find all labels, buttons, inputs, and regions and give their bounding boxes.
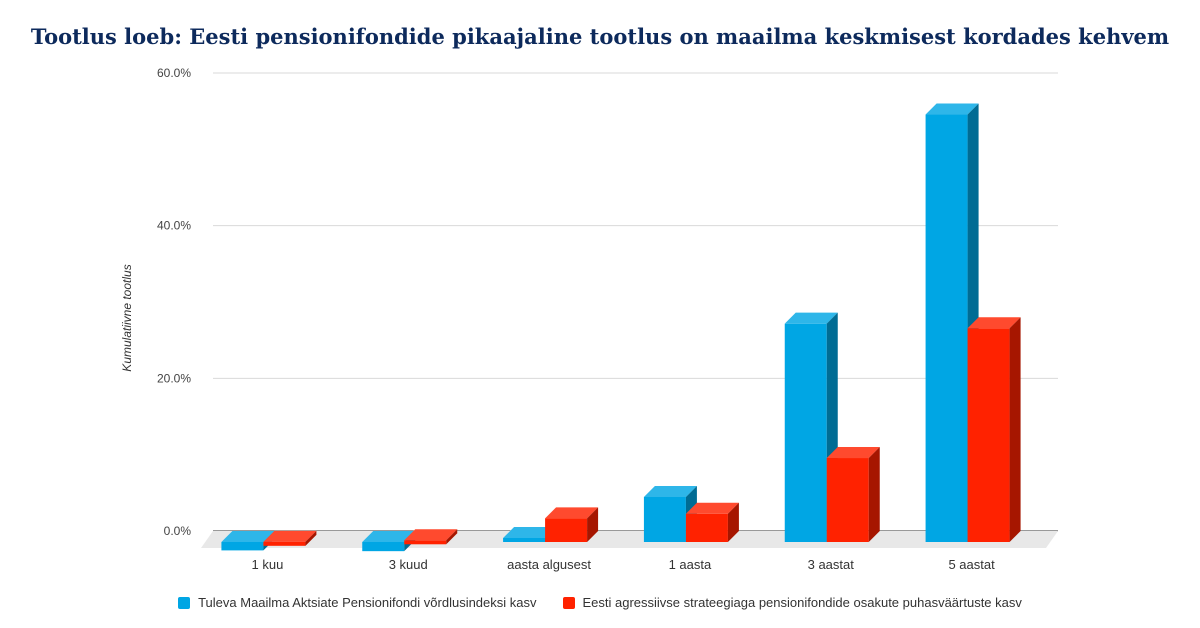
bar-front bbox=[545, 518, 588, 542]
bar-front bbox=[643, 496, 686, 542]
legend-label: Tuleva Maailma Aktsiate Pensionifondi võ… bbox=[198, 595, 537, 610]
category-labels: 1 kuu 3 kuud aasta algusest 1 aasta 3 aastat… bbox=[252, 557, 996, 572]
y-tick-label: 0.0% bbox=[164, 524, 192, 538]
bar-top bbox=[784, 312, 838, 324]
legend-item-series-1: Tuleva Maailma Aktsiate Pensionifondi võ… bbox=[178, 595, 537, 610]
bar-top bbox=[362, 531, 416, 542]
bar-top bbox=[404, 529, 458, 541]
bar-red-3 bbox=[685, 502, 739, 542]
x-tick-label: 5 aastat bbox=[948, 557, 995, 572]
y-axis-label: Kumulatiivne tootlus bbox=[120, 264, 134, 371]
bar-red-5 bbox=[967, 317, 1021, 542]
bar-top bbox=[263, 530, 317, 542]
x-tick-label: 3 kuud bbox=[389, 557, 428, 572]
x-tick-label: aasta algusest bbox=[507, 557, 591, 572]
bar-blue-4 bbox=[784, 312, 838, 542]
bar-top bbox=[643, 485, 697, 497]
bar-front bbox=[925, 114, 968, 543]
y-tick-labels: 0.0% 20.0% 40.0% 60.0% bbox=[157, 66, 191, 538]
legend-swatch-red bbox=[562, 596, 575, 609]
x-tick-label: 1 aasta bbox=[669, 557, 712, 572]
bar-front bbox=[685, 513, 728, 542]
bar-top bbox=[967, 317, 1021, 329]
bar-top bbox=[925, 103, 979, 115]
x-tick-label: 1 kuu bbox=[252, 557, 284, 572]
bar-top bbox=[826, 447, 880, 459]
bar-red-1 bbox=[404, 529, 458, 545]
bar-top bbox=[503, 527, 557, 538]
bar-front bbox=[826, 458, 869, 542]
legend-item-series-2: Eesti agressiivse strateegiaga pensionif… bbox=[562, 595, 1022, 610]
bar-side bbox=[305, 530, 317, 546]
y-tick-label: 60.0% bbox=[157, 66, 191, 80]
bar-side bbox=[587, 507, 599, 542]
bar-red-2 bbox=[545, 507, 599, 542]
bar-front bbox=[404, 540, 447, 545]
y-tick-label: 40.0% bbox=[157, 219, 191, 233]
chart-title: Tootlus loeb: Eesti pensionifondide pika… bbox=[30, 24, 1170, 49]
bar-red-4 bbox=[826, 447, 880, 542]
bar-front bbox=[503, 538, 546, 542]
legend: Tuleva Maailma Aktsiate Pensionifondi võ… bbox=[0, 595, 1200, 610]
bar-front bbox=[221, 542, 264, 551]
legend-label: Eesti agressiivse strateegiaga pensionif… bbox=[582, 595, 1022, 610]
x-tick-label: 3 aastat bbox=[808, 557, 855, 572]
bar-side bbox=[727, 502, 739, 542]
bar-front bbox=[967, 328, 1010, 542]
bar-red-0 bbox=[263, 530, 317, 546]
bar-top bbox=[685, 502, 739, 514]
bar-front bbox=[362, 542, 405, 552]
bars bbox=[221, 103, 1021, 552]
legend-swatch-blue bbox=[178, 596, 191, 609]
bar-top bbox=[545, 507, 599, 519]
y-tick-label: 20.0% bbox=[157, 371, 191, 385]
bar-side bbox=[868, 447, 880, 542]
bar-blue-3 bbox=[643, 485, 697, 542]
bar-front bbox=[784, 323, 827, 542]
bar-front bbox=[263, 541, 306, 546]
bar-side bbox=[446, 529, 458, 545]
bar-side bbox=[1009, 317, 1021, 542]
bar-top bbox=[221, 531, 275, 542]
